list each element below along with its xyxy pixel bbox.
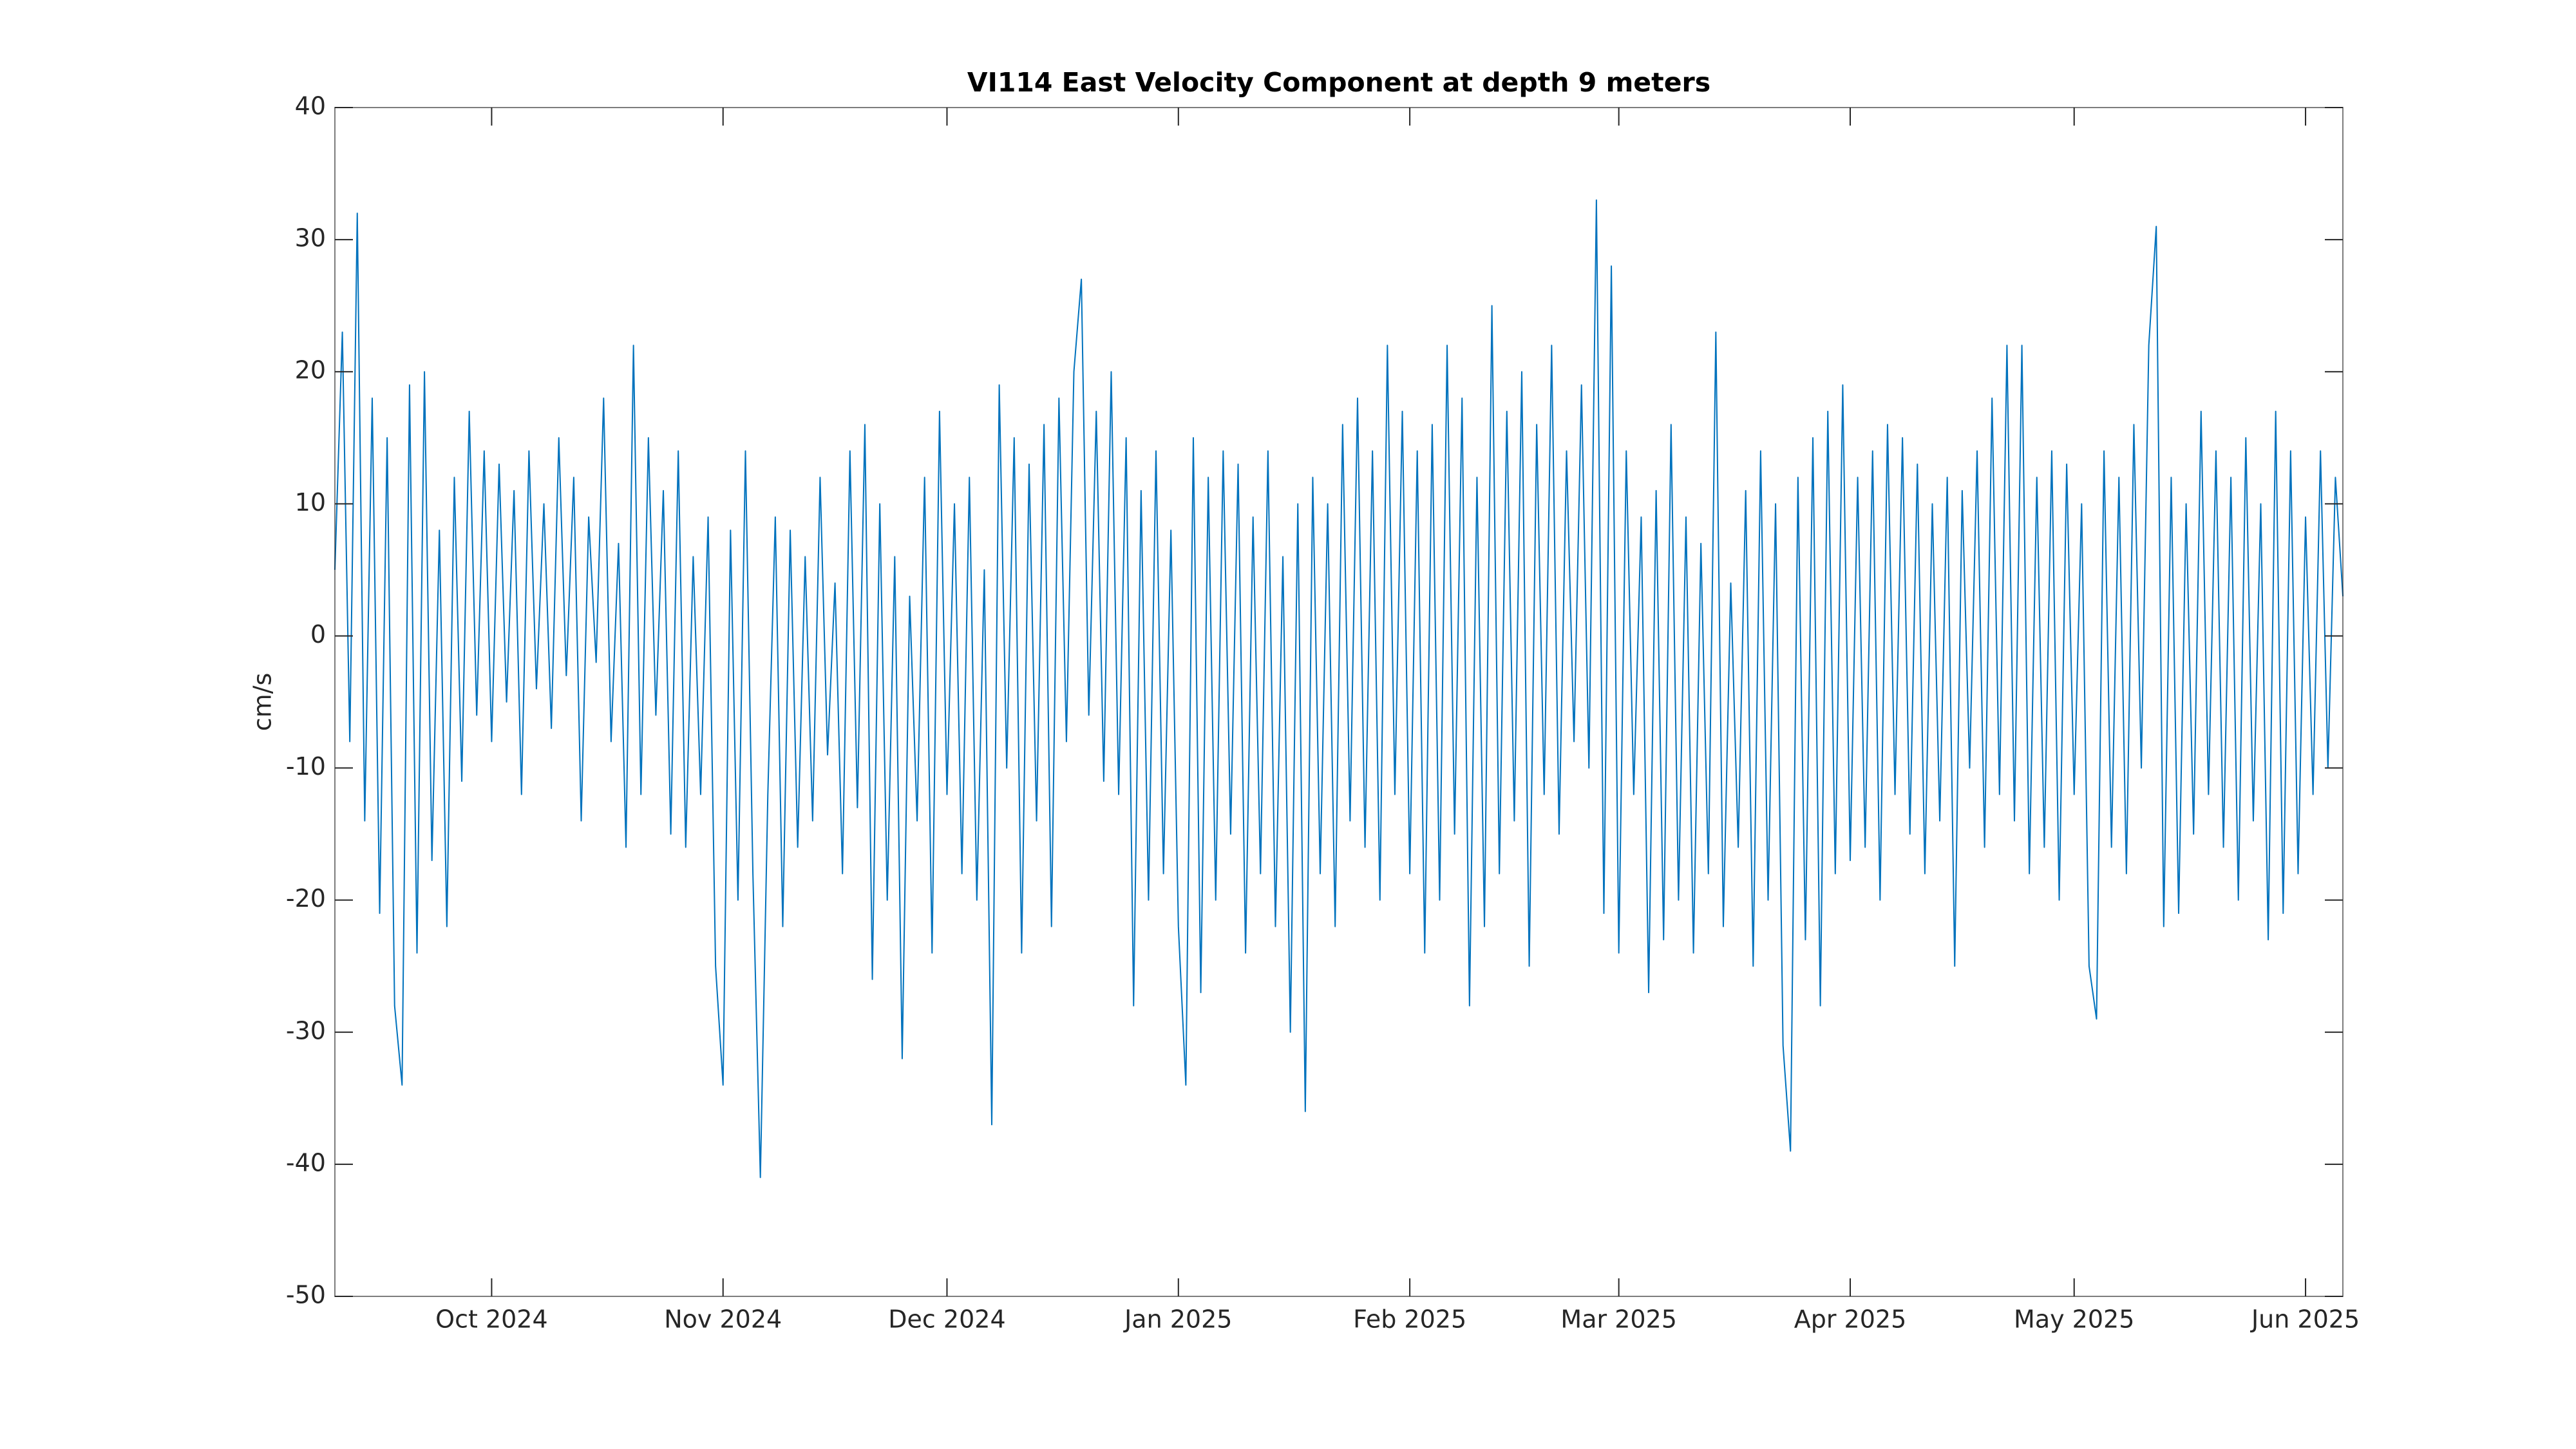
x-tick-label: Jun 2025 — [2250, 1305, 2360, 1334]
y-tick-label: 10 — [295, 488, 326, 516]
x-tick-label: Jan 2025 — [1123, 1305, 1232, 1334]
y-tick-label: -10 — [286, 752, 326, 781]
x-tick-label: Feb 2025 — [1353, 1305, 1466, 1334]
data-line — [334, 199, 2344, 1179]
y-tick-label: 40 — [295, 92, 326, 120]
x-tick-label: Mar 2025 — [1560, 1305, 1676, 1334]
y-tick-label: 0 — [310, 620, 326, 649]
x-tick-label: May 2025 — [2014, 1305, 2134, 1334]
y-tick-label: -50 — [286, 1281, 326, 1309]
y-tick-label: -40 — [286, 1148, 326, 1177]
x-tick-label: Dec 2024 — [888, 1305, 1005, 1334]
x-tick-label: Oct 2024 — [435, 1305, 548, 1334]
y-tick-label: -30 — [286, 1016, 326, 1045]
y-tick-label: -20 — [286, 884, 326, 913]
chart-title: VI114 East Velocity Component at depth 9… — [967, 67, 1710, 98]
axes-box — [334, 107, 2344, 1297]
x-tick-label: Apr 2025 — [1794, 1305, 1907, 1334]
y-tick-label: 30 — [295, 224, 326, 252]
x-tick-label: Nov 2024 — [664, 1305, 782, 1334]
y-tick-label: 20 — [295, 356, 326, 384]
y-axis-label: cm/s — [249, 673, 277, 732]
